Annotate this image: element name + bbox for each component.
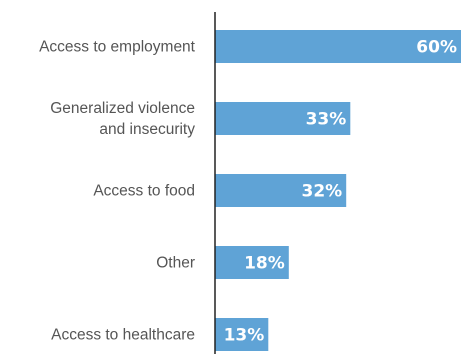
bar-0 [215, 30, 461, 63]
bar-value-label-1: 33% [306, 110, 347, 130]
category-label-4: Access to healthcare [51, 327, 195, 344]
bar-4 [215, 318, 269, 351]
bar-1 [215, 102, 351, 135]
bar-3 [215, 246, 289, 279]
category-label-1-line-0: Generalized violence [50, 100, 195, 117]
bar-value-label-4: 13% [224, 326, 265, 346]
bar-value-label-2: 32% [301, 182, 342, 202]
category-label-0: Access to employment [39, 39, 196, 56]
category-labels-group: Access to employment Generalized violence… [39, 39, 196, 344]
bar-2 [215, 174, 347, 207]
category-label-3: Other [156, 255, 195, 272]
bar-value-label-3: 18% [244, 254, 285, 274]
bar-value-label-0: 60% [416, 38, 457, 58]
category-label-2: Access to food [93, 183, 195, 200]
bars-group: 60% 33% 32% 18% 13% [215, 30, 461, 351]
category-label-1-line-1: and insecurity [99, 121, 195, 138]
